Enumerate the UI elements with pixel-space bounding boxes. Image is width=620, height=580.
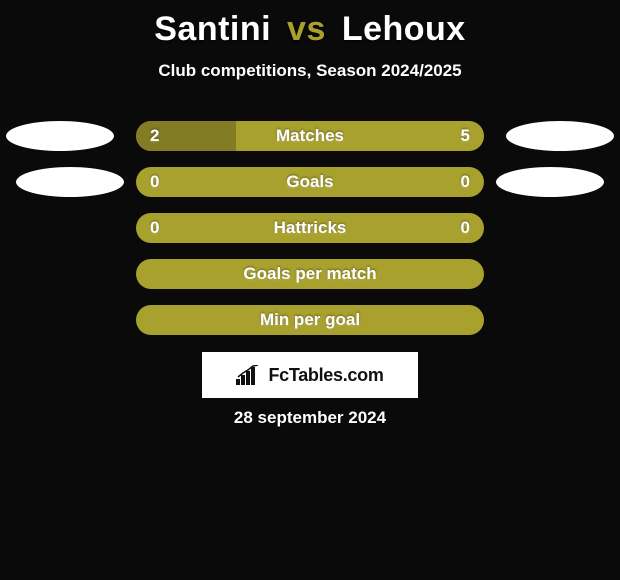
stat-right-value: 0 <box>461 213 470 243</box>
stat-row: Goals per match <box>0 259 620 289</box>
subtitle: Club competitions, Season 2024/2025 <box>0 61 620 81</box>
comparison-card: Santini vs Lehoux Club competitions, Sea… <box>0 0 620 580</box>
page-title: Santini vs Lehoux <box>0 0 620 49</box>
stat-label: Goals <box>136 167 484 197</box>
stat-pill: Min per goal <box>136 305 484 335</box>
stat-right-value: 5 <box>461 121 470 151</box>
stat-pill: 0Goals0 <box>136 167 484 197</box>
stat-label: Min per goal <box>136 305 484 335</box>
stat-row: 2Matches5 <box>0 121 620 151</box>
player2-name: Lehoux <box>342 10 466 48</box>
player1-oval <box>16 167 124 197</box>
player1-name: Santini <box>154 10 271 48</box>
stat-label: Goals per match <box>136 259 484 289</box>
stat-label: Hattricks <box>136 213 484 243</box>
stat-label: Matches <box>136 121 484 151</box>
bars-icon <box>236 365 262 385</box>
stat-pill: Goals per match <box>136 259 484 289</box>
stat-pill: 2Matches5 <box>136 121 484 151</box>
logo-box: FcTables.com <box>202 352 418 398</box>
stat-row: 0Hattricks0 <box>0 213 620 243</box>
footer-date: 28 september 2024 <box>0 408 620 428</box>
logo-text: FcTables.com <box>268 365 383 386</box>
player2-oval <box>506 121 614 151</box>
stat-rows: 2Matches50Goals00Hattricks0Goals per mat… <box>0 121 620 335</box>
stat-right-value: 0 <box>461 167 470 197</box>
player2-oval <box>496 167 604 197</box>
player1-oval <box>6 121 114 151</box>
stat-row: 0Goals0 <box>0 167 620 197</box>
vs-label: vs <box>287 10 326 48</box>
stat-pill: 0Hattricks0 <box>136 213 484 243</box>
logo: FcTables.com <box>236 365 383 386</box>
stat-row: Min per goal <box>0 305 620 335</box>
